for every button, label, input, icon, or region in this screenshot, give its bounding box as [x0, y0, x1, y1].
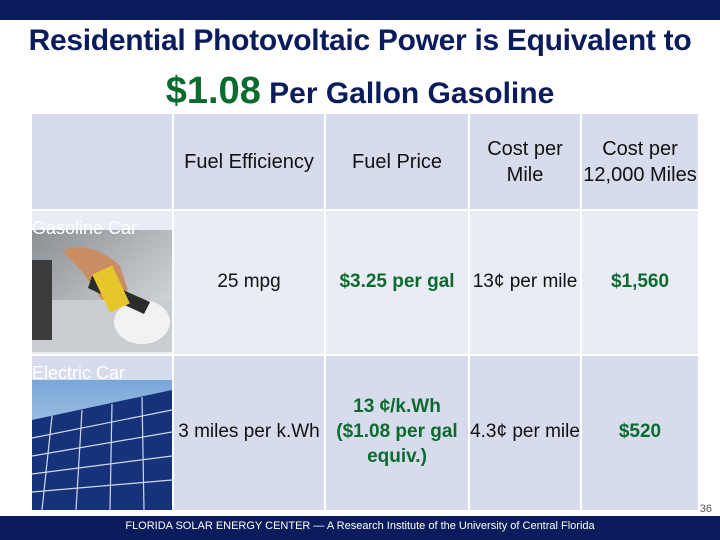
- gas-fuel-price: $3.25 per gal: [339, 271, 455, 293]
- solar-panel-image: [32, 380, 172, 510]
- slide-title-line1: Residential Photovoltaic Power is Equiva…: [28, 24, 692, 57]
- row-divider: [32, 354, 698, 356]
- gas-cost-per-mile: 13¢ per mile: [472, 271, 578, 293]
- row-label-gasoline: Gasoline Car: [32, 218, 138, 238]
- electric-cost-per-mile: 4.3¢ per mile: [470, 421, 580, 443]
- gas-cost-12000: $1,560: [610, 271, 670, 293]
- electric-cost-12000: $520: [618, 421, 662, 443]
- page-number: 36: [699, 503, 712, 515]
- row-label-electric: Electric Car: [32, 363, 126, 383]
- title-rest: Per Gallon Gasoline: [269, 77, 555, 110]
- slide-title-line2: $1.08 Per Gallon Gasoline: [0, 70, 720, 113]
- column-divider: [580, 114, 582, 510]
- column-divider: [468, 114, 470, 510]
- top-bar: [0, 0, 720, 20]
- header-fuel-price: Fuel Price: [351, 151, 443, 173]
- electric-fuel-price: 13 ¢/k.Wh ($1.08 per gal equiv.): [336, 396, 458, 467]
- header-fuel-efficiency: Fuel Efficiency: [184, 151, 314, 173]
- column-divider: [324, 114, 326, 510]
- gas-fuel-efficiency: 25 mpg: [217, 271, 281, 293]
- gas-pump-image: [32, 230, 172, 352]
- footer-bar: [0, 516, 720, 540]
- footer-text: FLORIDA SOLAR ENERGY CENTER — A Research…: [125, 520, 595, 532]
- table-header-row: [32, 114, 698, 210]
- column-divider: [172, 114, 174, 510]
- header-cost-per-12000-miles: Cost per 12,000 Miles: [583, 138, 697, 186]
- header-cost-per-mile: Cost per Mile: [487, 138, 563, 186]
- title-price: $1.08: [165, 70, 261, 112]
- electric-fuel-efficiency: 3 miles per k.Wh: [178, 421, 320, 443]
- row-divider: [32, 209, 698, 211]
